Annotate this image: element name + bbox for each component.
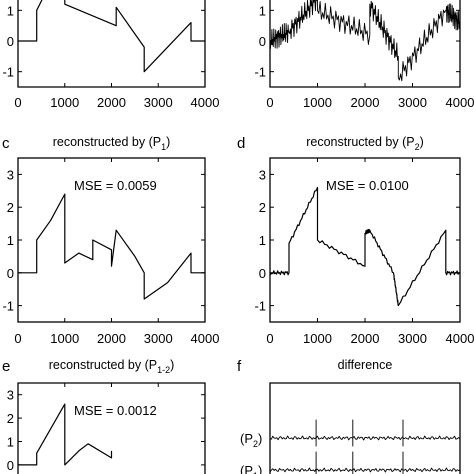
series-line [270, 186, 460, 307]
row-label: (P2) [240, 431, 262, 449]
x-tick-label: 2000 [97, 331, 126, 346]
y-tick-label: 1 [7, 435, 14, 450]
y-tick-label: 0 [7, 266, 14, 281]
x-tick-label: 1000 [303, 331, 332, 346]
x-tick-label: 1000 [50, 95, 79, 110]
plot-frame [17, 0, 206, 88]
panel-letter: d [237, 135, 245, 152]
difference-series [270, 451, 460, 474]
x-tick-label: 3000 [144, 95, 173, 110]
plot-frame [269, 382, 461, 474]
x-tick-label: 0 [14, 95, 21, 110]
y-tick-label: 0 [7, 458, 14, 473]
x-tick-label: 4000 [191, 95, 220, 110]
panel-title: difference [338, 358, 393, 372]
x-tick-label: 3000 [398, 95, 427, 110]
y-tick-label: 0 [7, 34, 14, 49]
series-line [18, 403, 113, 466]
x-tick-label: 2000 [351, 95, 380, 110]
mse-label: MSE = 0.0100 [326, 178, 409, 193]
x-tick-label: 1000 [50, 331, 79, 346]
y-tick-label: 3 [7, 167, 14, 182]
x-tick-label: 1000 [303, 95, 332, 110]
x-tick-label: 2000 [351, 331, 380, 346]
y-tick-label: -1 [254, 299, 266, 314]
x-tick-label: 4000 [191, 331, 220, 346]
difference-series [270, 419, 460, 447]
x-tick-label: 0 [266, 331, 273, 346]
row-label: (P1) [240, 463, 262, 474]
panel-e: e reconstructed by (P1-2) 0 1 2 3 MSE = 0.0012 [2, 358, 206, 474]
plot-frame [17, 382, 206, 474]
panel-title: reconstructed by (P1) [53, 135, 171, 152]
x-tick-label: 0 [266, 95, 273, 110]
panel-c: c reconstructed by (P1) -1 0 1 2 3 0 1000 2000 300… [2, 135, 219, 346]
y-tick-label: 1 [7, 233, 14, 248]
y-tick-label: 0 [259, 266, 266, 281]
panel-title: reconstructed by (P1-2) [49, 358, 175, 375]
series-line [18, 193, 205, 300]
panel-letter: f [237, 358, 242, 375]
y-tick-label: 2 [7, 200, 14, 215]
mse-label: MSE = 0.0059 [74, 178, 157, 193]
mse-label: MSE = 0.0012 [74, 403, 157, 418]
y-tick-label: 0 [259, 34, 266, 49]
y-tick-label: 2 [7, 411, 14, 426]
y-tick-label: 1 [7, 3, 14, 18]
y-tick-label: -1 [2, 299, 14, 314]
y-tick-label: -1 [254, 65, 266, 80]
x-tick-label: 3000 [398, 331, 427, 346]
panel-letter: c [2, 135, 10, 152]
panel-title: reconstructed by (P2) [306, 135, 424, 152]
x-tick-label: 4000 [446, 95, 474, 110]
y-tick-label: 1 [259, 3, 266, 18]
y-tick-label: 1 [259, 233, 266, 248]
x-tick-label: 0 [14, 331, 21, 346]
y-tick-label: 3 [259, 167, 266, 182]
y-tick-label: 2 [259, 200, 266, 215]
series-line [270, 0, 460, 82]
panel-d: d reconstructed by (P2) -1 0 1 2 3 0 1000 2000 300… [237, 135, 474, 346]
x-tick-label: 4000 [446, 331, 474, 346]
x-tick-label: 2000 [97, 95, 126, 110]
series-line [18, 0, 205, 73]
y-tick-label: -1 [2, 65, 14, 80]
panel-letter: e [2, 358, 10, 375]
panel-f: f difference (P2) (P1) [237, 358, 461, 474]
x-tick-label: 3000 [144, 331, 173, 346]
y-tick-label: 3 [7, 388, 14, 403]
